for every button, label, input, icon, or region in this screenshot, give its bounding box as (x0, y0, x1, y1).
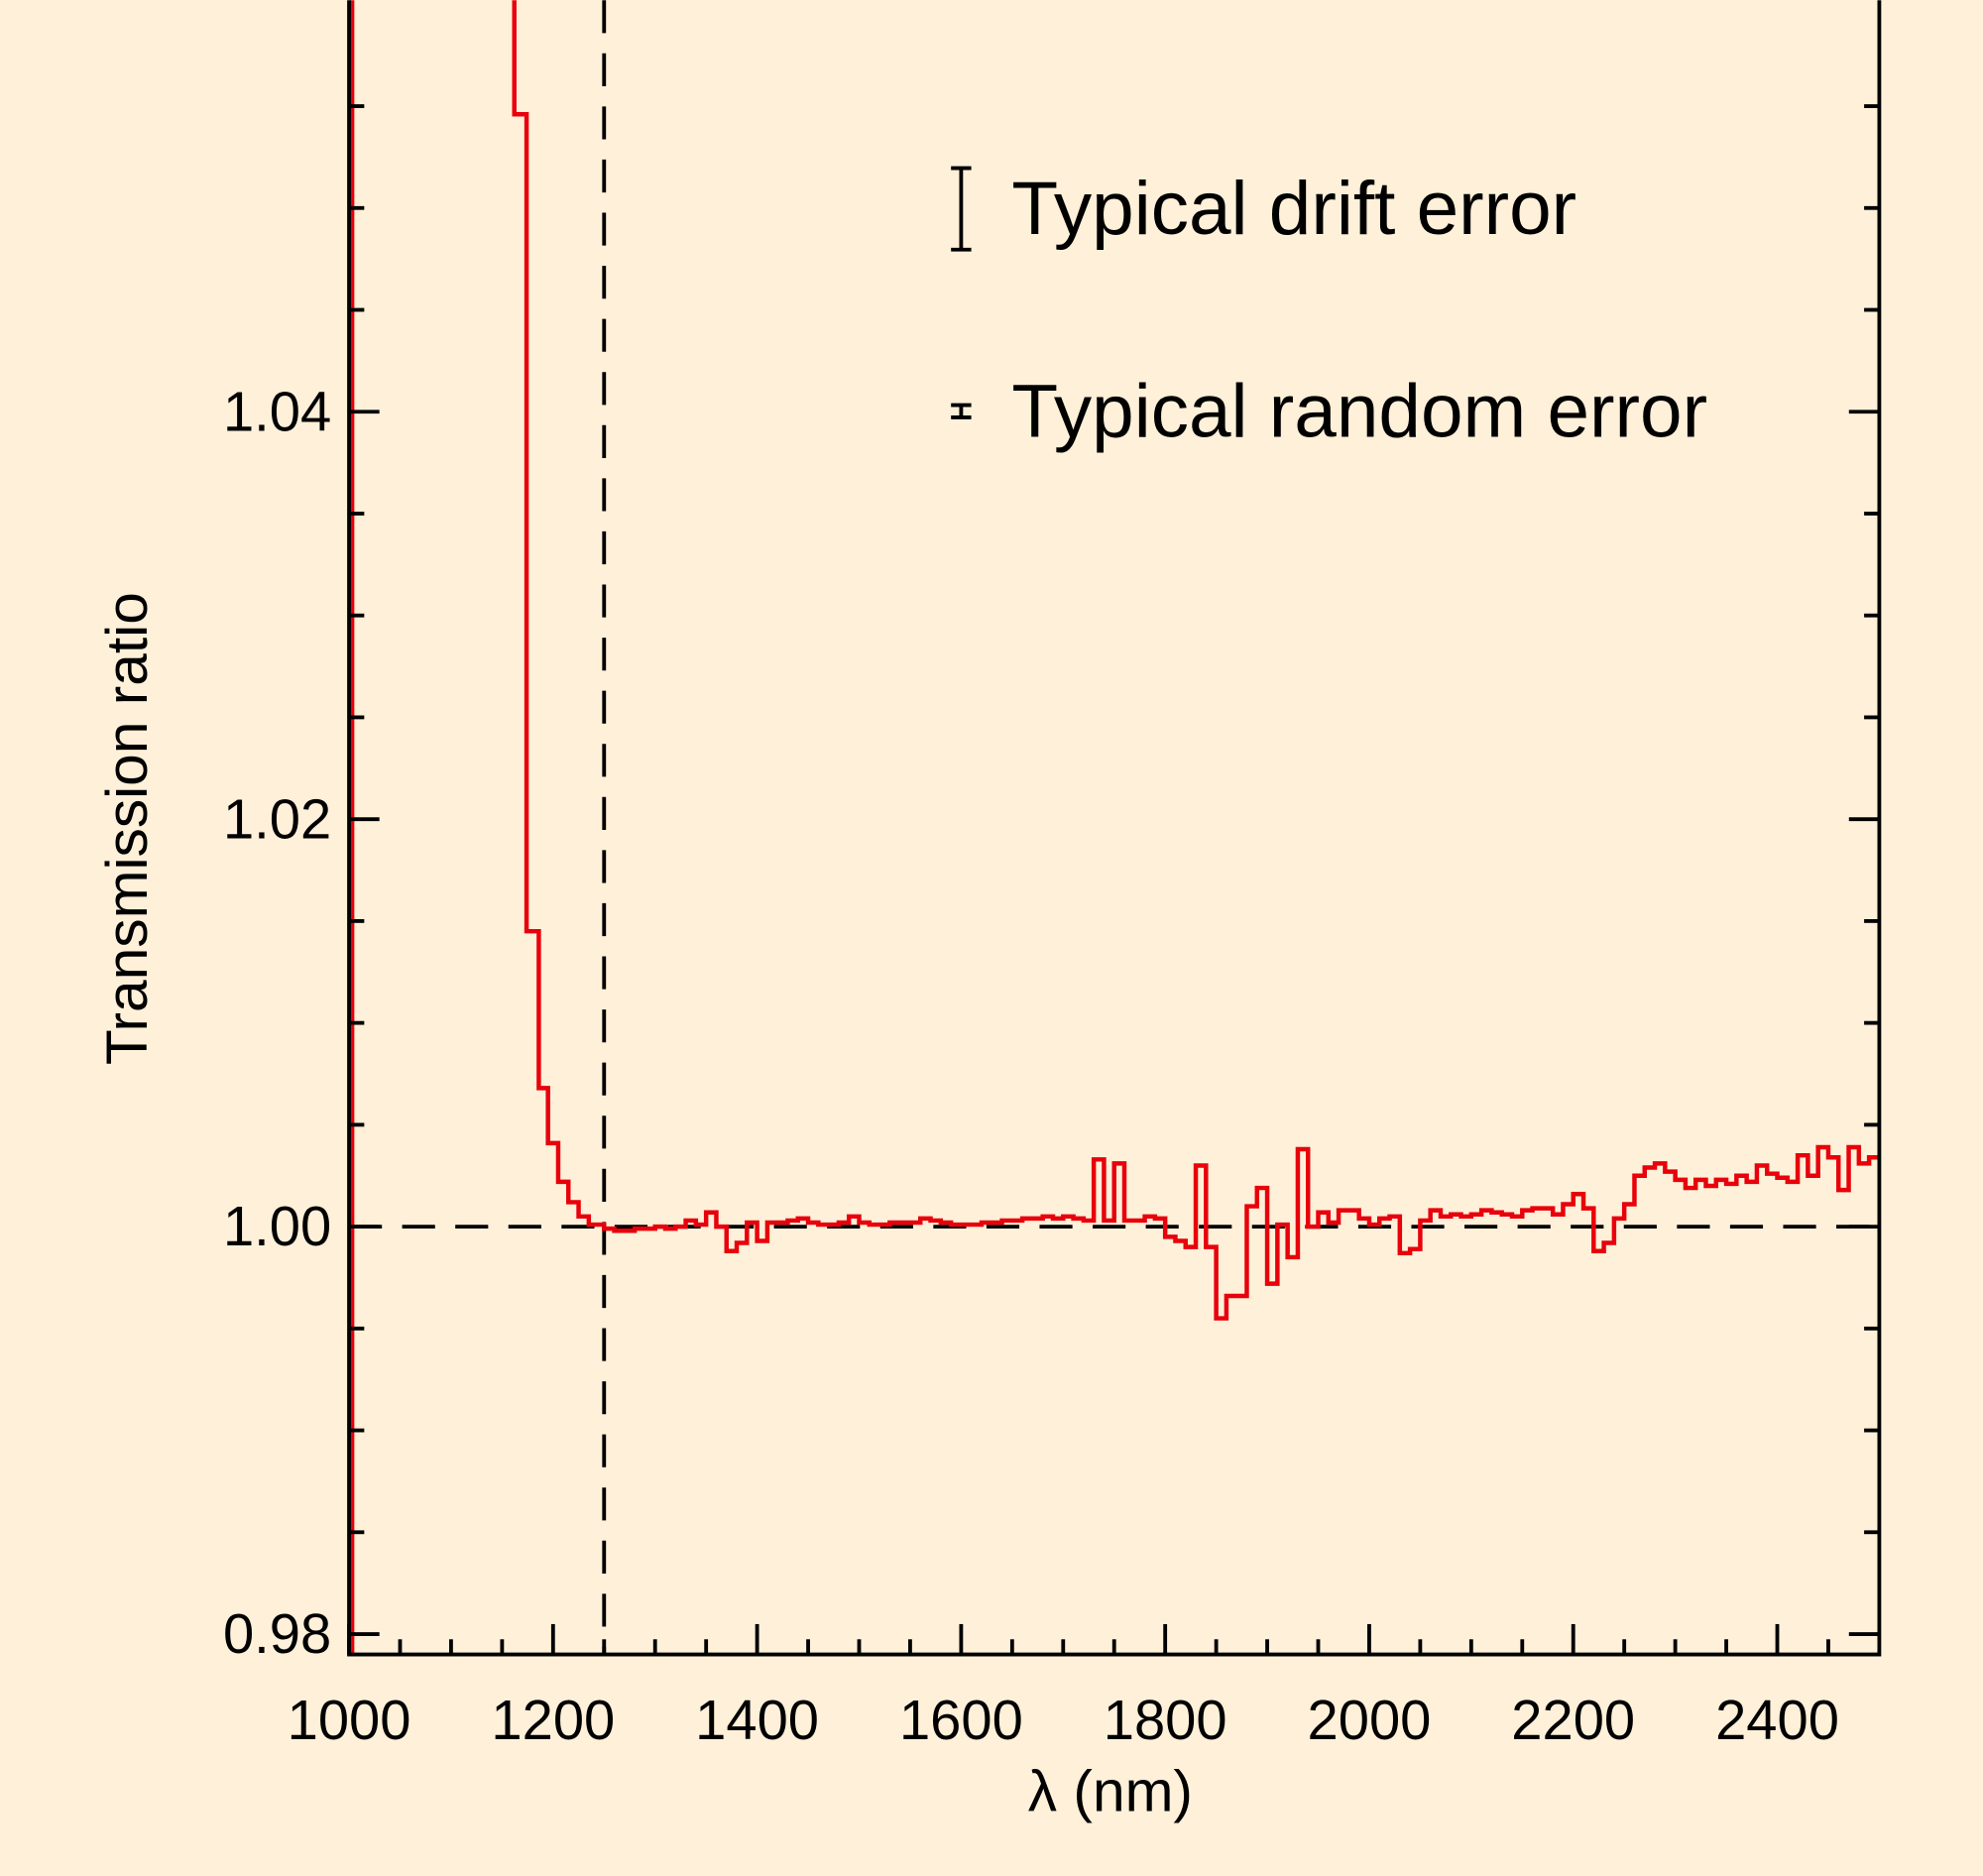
error-bar (951, 166, 972, 252)
x-tick-label: 1600 (899, 1689, 1023, 1751)
x-tick-label: 2200 (1511, 1689, 1635, 1751)
x-tick-label: 1000 (288, 1689, 411, 1751)
y-tick-label: 1.00 (223, 1195, 331, 1257)
data-line (349, 0, 1880, 1655)
x-axis-title: λ (nm) (1028, 1760, 1193, 1824)
x-tick-label: 1400 (695, 1689, 819, 1751)
x-tick-label: 2000 (1308, 1689, 1432, 1751)
error-bar (951, 403, 972, 419)
y-axis-title: Transmission ratio (95, 592, 160, 1065)
y-tick-label: 0.98 (223, 1602, 331, 1665)
x-tick-label: 1200 (491, 1689, 615, 1751)
x-tick-label: 2400 (1715, 1689, 1839, 1751)
x-tick-label: 1800 (1104, 1689, 1227, 1751)
y-tick-label: 1.02 (223, 787, 331, 850)
plot-area (349, 0, 1880, 1655)
y-tick-label: 1.04 (223, 380, 331, 442)
legend-label: Typical random error (1011, 369, 1707, 453)
legend-label: Typical drift error (1011, 167, 1576, 251)
